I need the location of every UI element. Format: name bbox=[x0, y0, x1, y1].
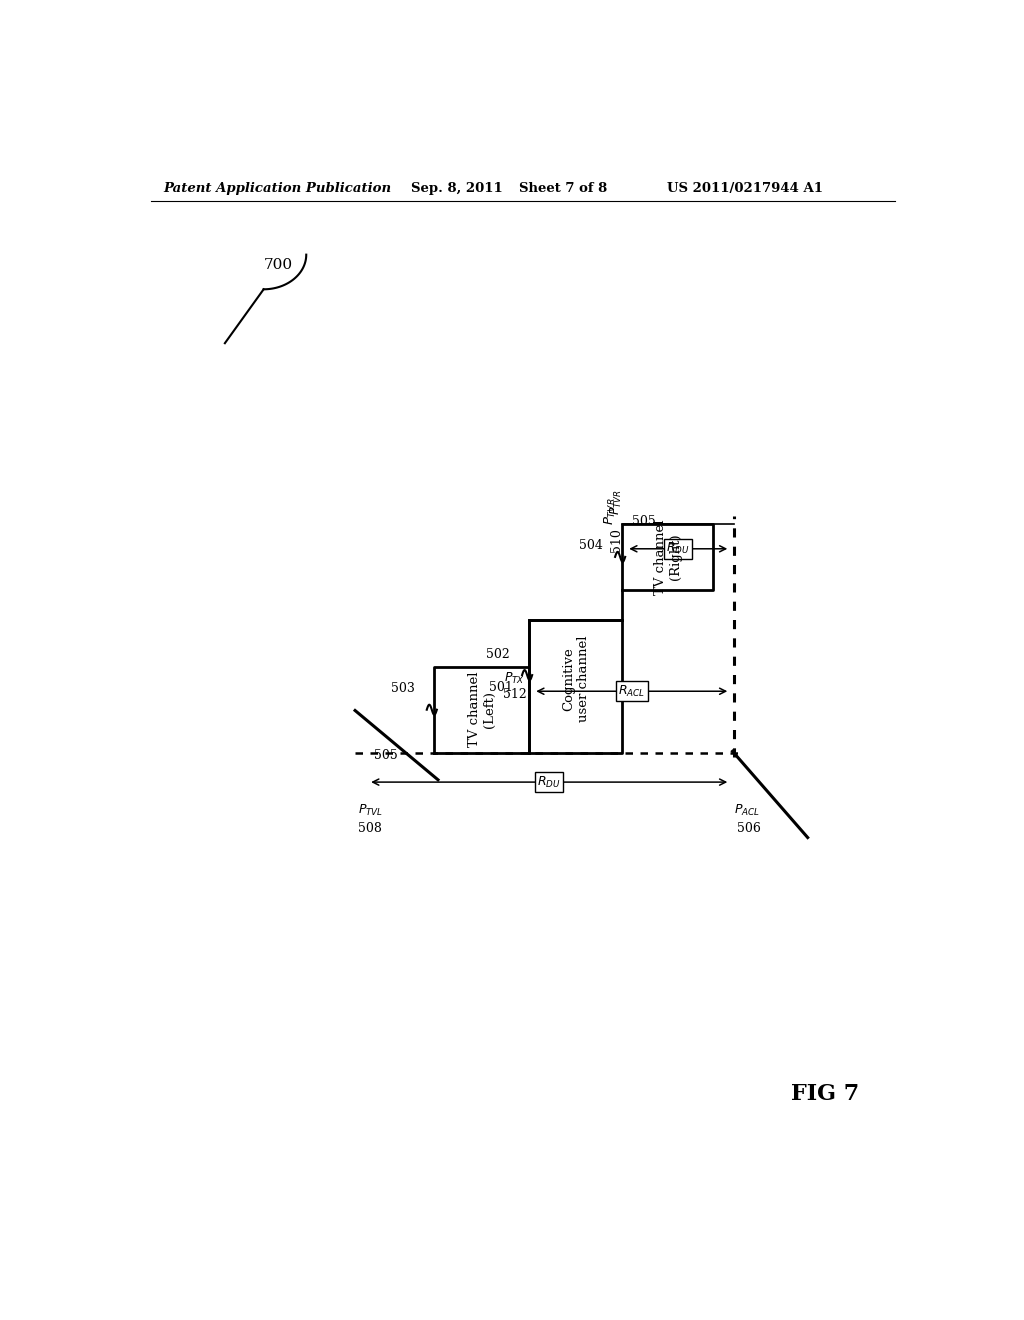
Text: $R_{DU}$: $R_{DU}$ bbox=[667, 541, 690, 556]
Text: $P_{TVL}$: $P_{TVL}$ bbox=[358, 803, 383, 818]
Text: 501: 501 bbox=[488, 681, 512, 694]
Text: 505: 505 bbox=[632, 515, 655, 528]
Text: $R_{ACL}$: $R_{ACL}$ bbox=[618, 684, 645, 698]
Text: 506: 506 bbox=[737, 822, 761, 836]
Text: US 2011/0217944 A1: US 2011/0217944 A1 bbox=[667, 182, 822, 194]
Text: 510: 510 bbox=[609, 528, 623, 552]
Text: FIG 7: FIG 7 bbox=[792, 1082, 859, 1105]
Text: 508: 508 bbox=[358, 822, 382, 836]
Text: TV channel
(Right): TV channel (Right) bbox=[653, 519, 682, 594]
Text: TV channel
(Left): TV channel (Left) bbox=[468, 672, 496, 747]
Text: 503: 503 bbox=[391, 681, 415, 694]
Text: 512: 512 bbox=[504, 688, 527, 701]
Text: Patent Application Publication: Patent Application Publication bbox=[163, 182, 391, 194]
Text: Sheet 7 of 8: Sheet 7 of 8 bbox=[519, 182, 607, 194]
Text: Sep. 8, 2011: Sep. 8, 2011 bbox=[411, 182, 503, 194]
Text: 700: 700 bbox=[263, 257, 293, 272]
Text: $P_{ACL}$: $P_{ACL}$ bbox=[734, 803, 760, 818]
Text: Cognitive
user channel: Cognitive user channel bbox=[562, 636, 590, 722]
Text: $P_{TX}$: $P_{TX}$ bbox=[504, 671, 524, 685]
Text: 502: 502 bbox=[486, 648, 510, 661]
Text: $P_{TVR}$: $P_{TVR}$ bbox=[608, 488, 624, 515]
Text: 504: 504 bbox=[580, 539, 603, 552]
Text: 505: 505 bbox=[374, 748, 397, 762]
Text: $R_{DU}$: $R_{DU}$ bbox=[538, 775, 561, 789]
Text: $P_{TVR}$: $P_{TVR}$ bbox=[603, 498, 617, 525]
